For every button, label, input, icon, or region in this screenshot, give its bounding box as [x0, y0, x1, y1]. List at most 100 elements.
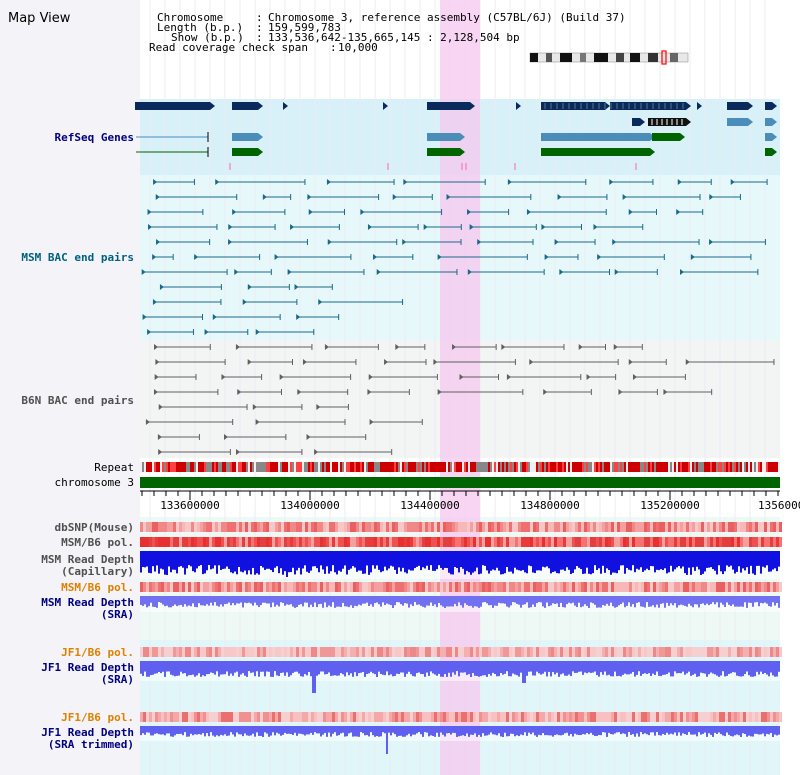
msm-b6-pol-2-cell — [593, 582, 596, 592]
bac-end — [324, 344, 329, 350]
jf1-b6-pol-2-cell — [482, 712, 485, 722]
jf1-depth-sra-bar — [388, 661, 390, 676]
repeat-segment — [460, 462, 462, 472]
jf1-depth-trim-bar — [306, 726, 308, 735]
jf1-depth-trim-bar — [582, 726, 584, 735]
msm-b6-pol-2-cell — [602, 582, 605, 592]
repeat-segment — [662, 462, 664, 472]
repeat-segment — [496, 462, 498, 472]
repeat-segment — [646, 462, 648, 472]
msm-depth-cap-bar — [280, 551, 282, 569]
repeat-segment — [650, 462, 652, 472]
jf1-depth-sra-bar — [324, 661, 326, 675]
dbsnp-cell — [299, 522, 302, 532]
jf1-b6-pol-cell — [623, 647, 626, 657]
dbsnp-cell — [473, 522, 476, 532]
dbsnp-cell — [182, 522, 185, 532]
read-depth-tracks[interactable] — [140, 551, 780, 754]
msm-b6-pol-cell — [623, 537, 626, 547]
bac-end — [158, 449, 163, 455]
jf1-depth-sra-bar — [582, 661, 584, 675]
msm-depth-cap-bar — [452, 551, 454, 575]
msm-depth-cap-bar — [730, 551, 732, 566]
jf1-depth-trim-bar — [332, 726, 334, 734]
jf1-depth-sra-bar — [744, 661, 746, 675]
msm-b6-pol-2-cell — [188, 582, 191, 592]
jf1-b6-pol-cell — [416, 647, 419, 657]
jf1-b6-pol-2-cell — [557, 712, 560, 722]
msm-depth-cap-bar — [168, 551, 170, 567]
repeat-segment — [592, 462, 594, 472]
jf1-b6-pol-cell — [245, 647, 248, 657]
chromosome-ideogram[interactable] — [529, 50, 689, 65]
jf1-b6-pol-2-cell — [698, 712, 701, 722]
track-labels: RefSeq Genes MSM BAC end pairs B6N BAC e… — [21, 131, 134, 751]
jf1-depth-trim-bar — [284, 726, 286, 733]
jf1-depth-sra-bar — [502, 661, 504, 675]
msm-b6-pol-cell — [380, 537, 383, 547]
msm-b6-pol-cell — [374, 537, 377, 547]
dbsnp-cell — [620, 522, 623, 532]
polymorphism-strips[interactable] — [140, 522, 782, 722]
msm-depth-cap-bar — [462, 551, 464, 569]
length-key: Length (b.p.) — [157, 21, 243, 34]
jf1-b6-pol-2-cell — [350, 712, 353, 722]
jf1-depth-sra-bar — [510, 661, 512, 677]
repeat-track[interactable] — [140, 462, 780, 472]
msm-depth-sra-bar — [552, 596, 554, 604]
jf1-depth-trim-bar — [432, 726, 434, 736]
jf1-depth-sra-bar — [196, 661, 198, 676]
jf1-depth-trim-bar — [606, 726, 608, 737]
jf1-b6-pol-cell — [401, 647, 404, 657]
jf1-b6-pol-cell — [227, 647, 230, 657]
chromosome-bar[interactable] — [140, 477, 780, 488]
msm-b6-pol-2-cell — [644, 582, 647, 592]
msm-b6-pol-cell — [539, 537, 542, 547]
msm-depth-cap-bar — [384, 551, 386, 567]
jf1-depth-sra-bar — [592, 661, 594, 673]
selection-highlight[interactable] — [440, 0, 480, 775]
msm-bac-track[interactable] — [141, 179, 768, 335]
dbsnp-cell — [482, 522, 485, 532]
jf1-depth-trim-bar — [744, 726, 746, 734]
msm-b6-pol-cell — [245, 537, 248, 547]
msm-depth-sra-bar — [412, 596, 414, 607]
gene-feature — [632, 118, 640, 126]
repeat-segment — [626, 462, 628, 472]
jf1-depth-trim-bar — [634, 726, 636, 737]
msm-depth-cap-bar — [494, 551, 496, 571]
repeat-segment — [268, 462, 270, 472]
jf1-depth-sra-bar — [322, 661, 324, 672]
dbsnp-cell — [179, 522, 182, 532]
msm-b6-pol-2-cell — [251, 582, 254, 592]
jf1-depth-sra-bar — [390, 661, 392, 675]
b6n-bac-track[interactable] — [145, 344, 775, 455]
jf1-b6-pol-2-cell — [563, 712, 566, 722]
msm-depth-cap-bar — [628, 551, 630, 570]
jf1-depth-sra-bar — [262, 661, 264, 672]
jf1-depth-sra-bar — [740, 661, 742, 677]
msm-depth-cap-bar — [506, 551, 508, 568]
msm-b6-pol-cell — [560, 537, 563, 547]
msm-depth-sra-bar — [560, 596, 562, 603]
dbsnp-cell — [398, 522, 401, 532]
dbsnp-cell — [581, 522, 584, 532]
jf1-b6-pol-cell — [707, 647, 710, 657]
jf1-b6-pol-cell — [305, 647, 308, 657]
msm-depth-sra-bar — [232, 596, 234, 604]
msm-depth-sra-bar — [624, 596, 626, 608]
jf1-depth-trim-bar — [170, 726, 172, 737]
repeat-segment — [210, 462, 212, 472]
repeat-segment — [624, 462, 626, 472]
repeat-segment — [220, 462, 222, 472]
dbsnp-cell — [332, 522, 335, 532]
msm-depth-cap-bar — [428, 551, 430, 570]
jf1-depth-sra-bar — [732, 661, 734, 673]
jf1-b6-pol-cell — [479, 647, 482, 657]
msm-depth-cap-bar — [244, 551, 246, 571]
msm-b6-pol-cell — [323, 537, 326, 547]
repeat-segment — [462, 462, 464, 472]
refseq-genes-track[interactable] — [135, 102, 777, 170]
jf1-b6-pol-2-cell — [644, 712, 647, 722]
